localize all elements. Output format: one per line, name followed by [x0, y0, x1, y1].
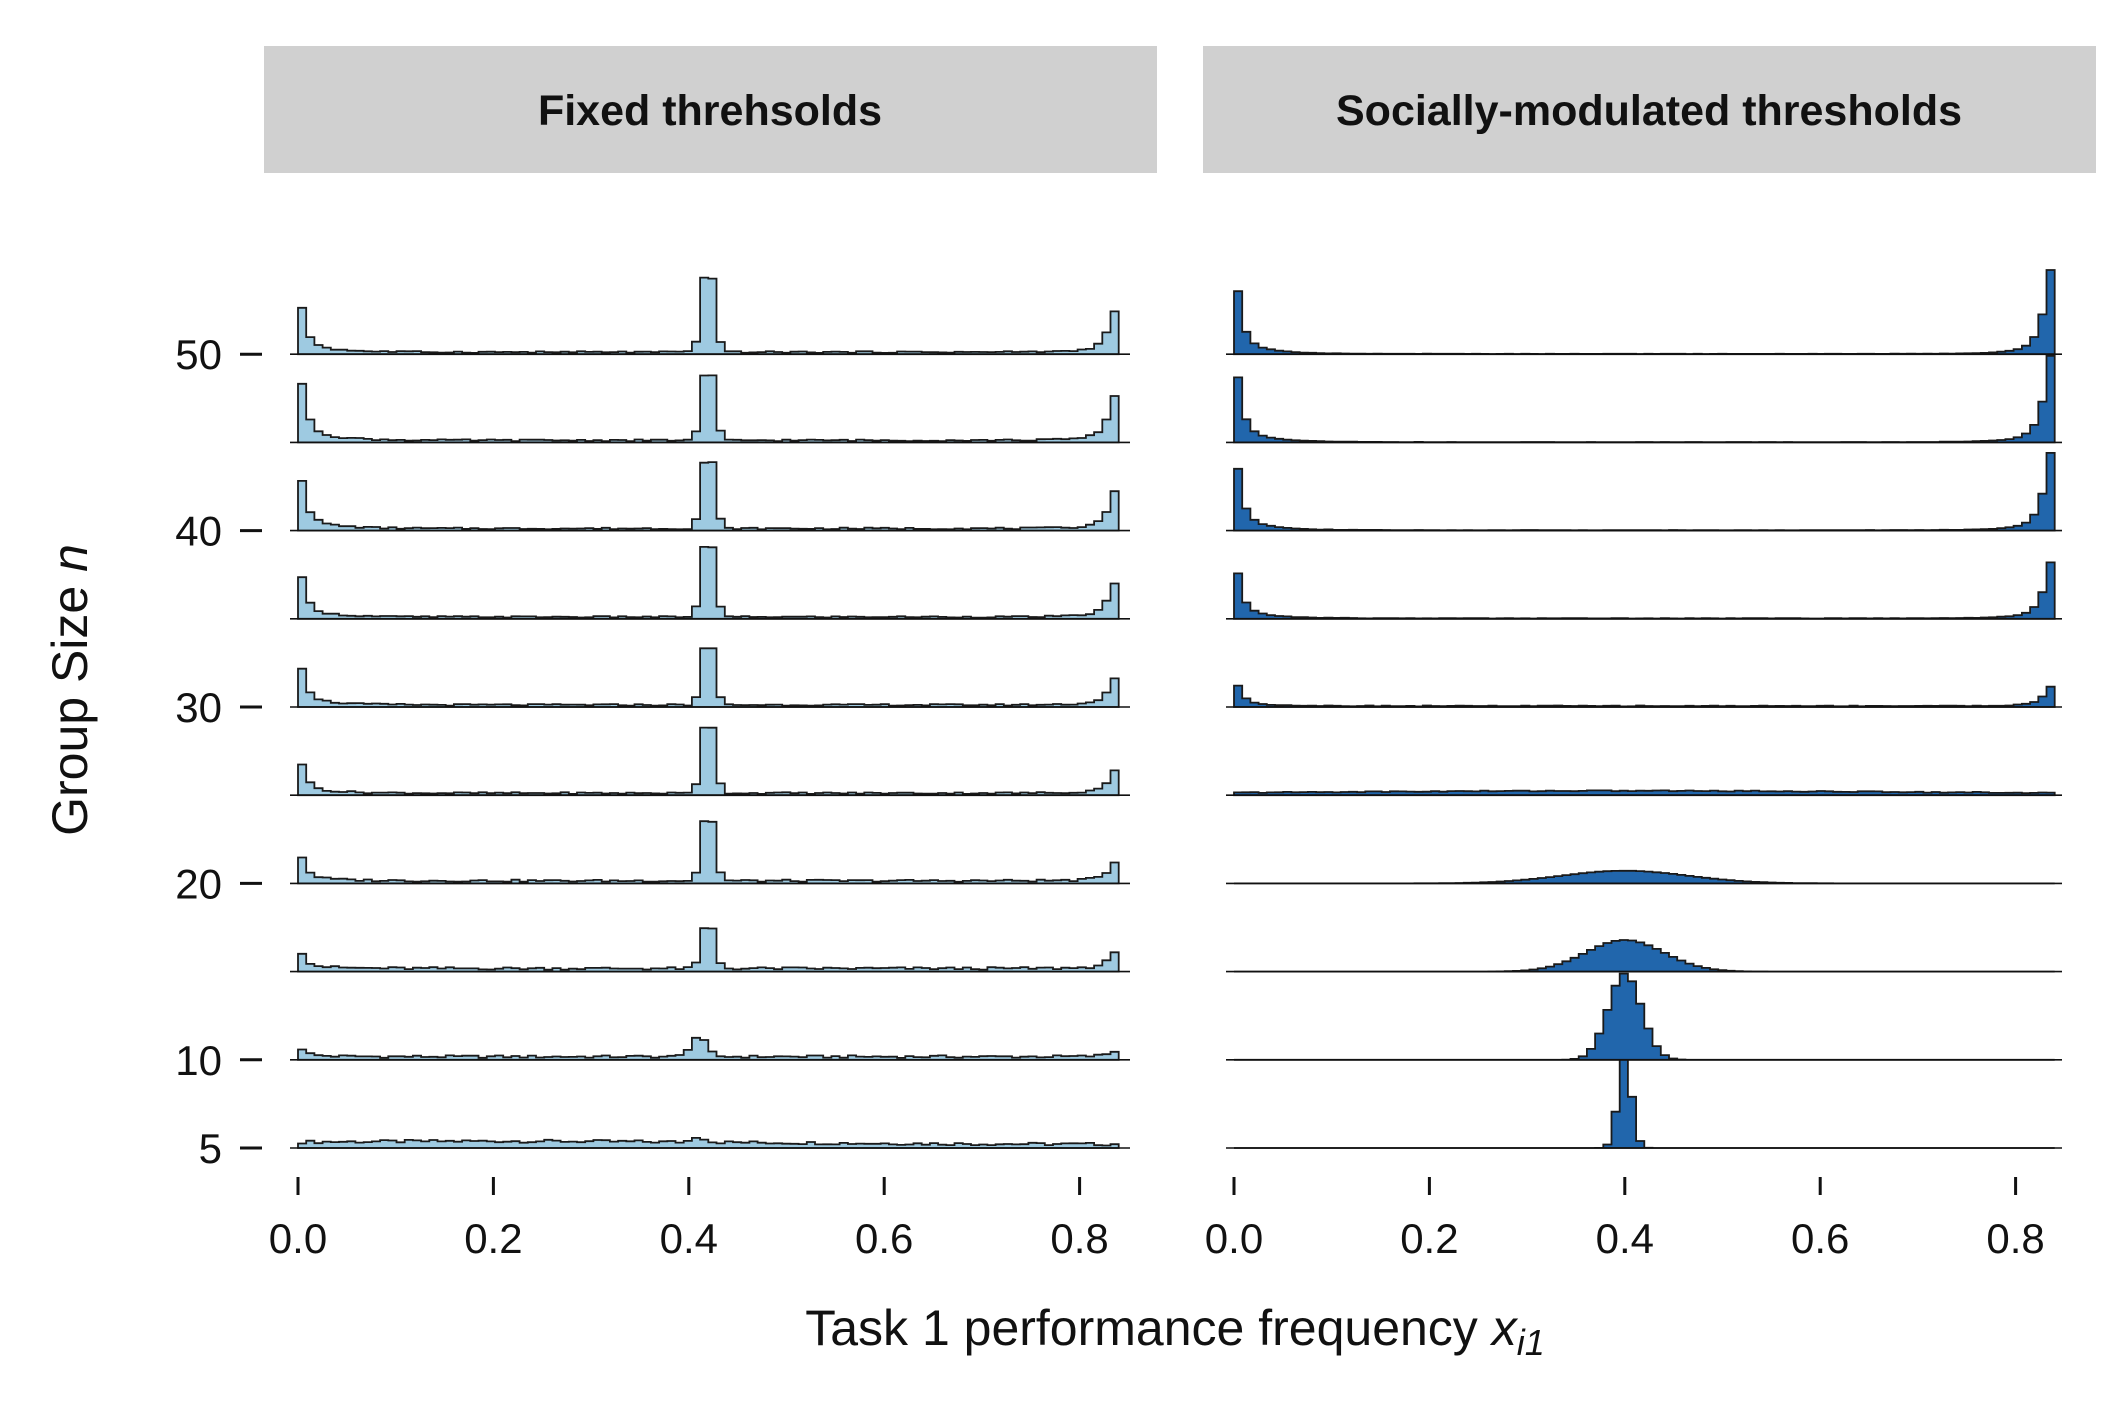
x-tick-label: 0.8: [1050, 1215, 1108, 1262]
x-tick-label: 0.4: [1596, 1215, 1654, 1262]
histogram-n10: [297, 1036, 1120, 1061]
histogram-n40: [1233, 452, 2056, 532]
histogram-n35: [1233, 561, 2056, 620]
panel-fixed-histograms: [290, 276, 1130, 1149]
y-tick-label: 10: [175, 1037, 222, 1084]
y-tick-label: 20: [175, 860, 222, 907]
histogram-n20: [1234, 869, 2055, 885]
histogram-n25: [1233, 789, 2056, 797]
y-tick-label: 40: [175, 508, 222, 555]
histogram-n45: [297, 374, 1120, 444]
histogram-n5: [1234, 1058, 2055, 1149]
facet-strip-social: [1203, 46, 2096, 173]
x-axis-title: Task 1 performance frequency xi1: [805, 1300, 1544, 1363]
histogram-n30: [297, 647, 1120, 708]
y-tick-label: 30: [175, 684, 222, 731]
x-axis: 0.0 0.2 0.4 0.6 0.8 0.0 0.2 0.4 0.6 0.8: [269, 1177, 2045, 1262]
histogram-n35: [297, 546, 1120, 620]
histogram-n30: [1233, 684, 2056, 708]
panel-social-histograms: [1226, 269, 2062, 1149]
x-tick-label: 0.2: [464, 1215, 522, 1262]
y-axis-title: Group Size n: [42, 544, 98, 836]
histogram-n45: [1233, 355, 2056, 444]
facet-title-social: Socially-modulated thresholds: [1336, 87, 1962, 135]
x-tick-label: 0.6: [855, 1215, 913, 1262]
x-tick-label: 0.8: [1986, 1215, 2044, 1262]
y-tick-label: 50: [175, 331, 222, 378]
histogram-n15: [297, 927, 1120, 973]
x-tick-label: 0.0: [1205, 1215, 1263, 1262]
x-tick-label: 0.0: [269, 1215, 327, 1262]
histogram-n20: [297, 820, 1120, 885]
x-tick-label: 0.6: [1791, 1215, 1849, 1262]
histogram-n10: [1234, 972, 2055, 1061]
y-axis: 5 10 20 30 40 50: [175, 331, 262, 1172]
histogram-n50: [297, 276, 1120, 356]
facet-strip-fixed: [264, 46, 1157, 173]
facet-title-fixed: Fixed threhsolds: [538, 87, 882, 135]
histogram-n50: [1233, 269, 2056, 356]
histogram-n5: [297, 1137, 1120, 1149]
x-tick-label: 0.2: [1400, 1215, 1458, 1262]
histogram-n15: [1234, 939, 2055, 973]
y-tick-label: 5: [199, 1125, 222, 1172]
histogram-n40: [297, 461, 1120, 532]
x-tick-label: 0.4: [660, 1215, 718, 1262]
histogram-n25: [297, 726, 1120, 797]
